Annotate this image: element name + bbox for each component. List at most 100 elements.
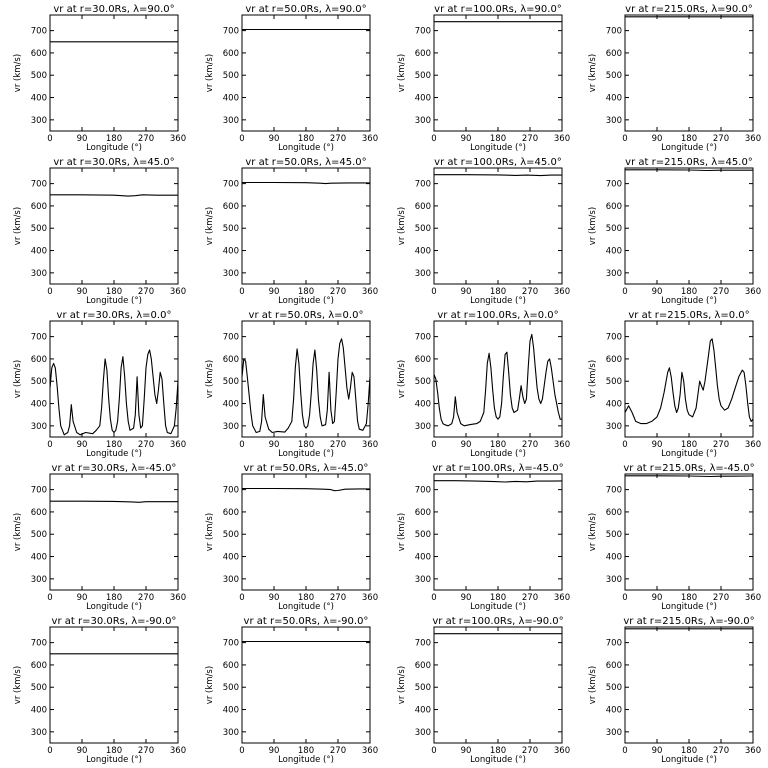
y-tick-label: 600 bbox=[606, 49, 622, 59]
y-tick-label: 300 bbox=[606, 116, 622, 126]
panel-5: vr at r=30.0Rs, λ=45.0° 0 90 180 270 360 300 40… bbox=[13, 157, 186, 306]
x-tick-label: 360 bbox=[554, 134, 570, 144]
plot-frame bbox=[49, 167, 179, 285]
y-tick-label: 500 bbox=[223, 224, 239, 234]
y-tick-label: 300 bbox=[606, 575, 622, 585]
y-tick-label: 400 bbox=[606, 247, 622, 257]
x-tick-label: 360 bbox=[170, 287, 186, 297]
y-tick-label: 400 bbox=[31, 400, 47, 410]
x-tick-label: 270 bbox=[138, 746, 154, 756]
series-line bbox=[434, 480, 563, 483]
y-tick-label: 300 bbox=[606, 422, 622, 432]
x-tick-label: 90 bbox=[461, 593, 472, 603]
panel-15: vr at r=100.0Rs, λ=-45.0° 0 90 180 270 360 300… bbox=[397, 463, 570, 612]
x-tick-label: 270 bbox=[330, 746, 346, 756]
panel-13: vr at r=30.0Rs, λ=-45.0° 0 90 180 270 360 300 4… bbox=[13, 463, 186, 612]
plot-frame bbox=[624, 473, 754, 591]
x-tick-label: 0 bbox=[47, 440, 52, 450]
y-tick-label: 600 bbox=[606, 355, 622, 365]
x-axis-label: Longitude (°) bbox=[278, 755, 334, 765]
x-tick-label: 270 bbox=[330, 134, 346, 144]
x-tick-label: 90 bbox=[461, 134, 472, 144]
y-axis-label: vr (km/s) bbox=[397, 666, 407, 704]
x-tick-label: 180 bbox=[681, 440, 697, 450]
series-line bbox=[433, 333, 562, 427]
x-tick-label: 90 bbox=[652, 746, 663, 756]
x-tick-label: 270 bbox=[138, 287, 154, 297]
series-line bbox=[625, 475, 754, 478]
panel-2: vr at r=50.0Rs, λ=90.0° 0 90 180 270 360 300 40… bbox=[205, 4, 378, 153]
x-tick-label: 180 bbox=[681, 746, 697, 756]
x-tick-label: 0 bbox=[239, 134, 244, 144]
y-tick-label: 500 bbox=[223, 530, 239, 540]
y-tick-label: 400 bbox=[415, 400, 431, 410]
y-tick-label: 600 bbox=[415, 49, 431, 59]
y-tick-label: 700 bbox=[606, 486, 622, 496]
x-tick-label: 0 bbox=[47, 593, 52, 603]
panel-8: vr at r=215.0Rs, λ=45.0° 0 90 180 270 360 300 4… bbox=[588, 157, 761, 306]
y-tick-label: 300 bbox=[31, 728, 47, 738]
panel-10: vr at r=50.0Rs, λ=0.0° 0 90 180 270 360 300 400… bbox=[205, 310, 378, 459]
y-tick-label: 300 bbox=[223, 422, 239, 432]
y-tick-label: 300 bbox=[606, 269, 622, 279]
x-tick-label: 360 bbox=[745, 134, 761, 144]
y-tick-label: 300 bbox=[415, 116, 431, 126]
y-tick-label: 400 bbox=[606, 94, 622, 104]
x-axis-label: Longitude (°) bbox=[278, 449, 334, 459]
x-tick-label: 180 bbox=[298, 440, 314, 450]
y-axis-label: vr (km/s) bbox=[588, 360, 598, 398]
y-tick-label: 400 bbox=[415, 247, 431, 257]
x-tick-label: 90 bbox=[269, 287, 280, 297]
y-tick-label: 700 bbox=[31, 333, 47, 343]
x-tick-label: 270 bbox=[138, 593, 154, 603]
y-tick-label: 400 bbox=[31, 247, 47, 257]
x-tick-label: 270 bbox=[138, 440, 154, 450]
x-tick-label: 0 bbox=[239, 746, 244, 756]
panel-title: vr at r=100.0Rs, λ=-90.0° bbox=[432, 616, 563, 627]
y-tick-label: 500 bbox=[223, 377, 239, 387]
series-line bbox=[242, 487, 370, 492]
x-tick-label: 270 bbox=[522, 134, 538, 144]
panel-title: vr at r=30.0Rs, λ=0.0° bbox=[57, 310, 172, 321]
panel-title: vr at r=30.0Rs, λ=90.0° bbox=[53, 4, 174, 15]
x-tick-label: 270 bbox=[330, 593, 346, 603]
x-tick-label: 180 bbox=[681, 287, 697, 297]
panel-title: vr at r=100.0Rs, λ=-45.0° bbox=[432, 463, 563, 474]
plot-frame bbox=[624, 626, 754, 744]
x-axis-label: Longitude (°) bbox=[278, 602, 334, 612]
y-axis-label: vr (km/s) bbox=[205, 360, 215, 398]
x-tick-label: 180 bbox=[106, 440, 122, 450]
panel-20: vr at r=215.0Rs, λ=-90.0° 0 90 180 270 360 300… bbox=[588, 616, 761, 765]
panel-14: vr at r=50.0Rs, λ=-45.0° 0 90 180 270 360 300 4… bbox=[205, 463, 378, 612]
plot-frame bbox=[49, 626, 179, 744]
y-tick-label: 400 bbox=[31, 94, 47, 104]
x-tick-label: 180 bbox=[490, 593, 506, 603]
y-tick-label: 500 bbox=[606, 530, 622, 540]
y-tick-label: 600 bbox=[31, 202, 47, 212]
y-tick-label: 700 bbox=[31, 486, 47, 496]
x-tick-label: 360 bbox=[362, 134, 378, 144]
panel-title: vr at r=50.0Rs, λ=-90.0° bbox=[244, 616, 369, 627]
x-tick-label: 360 bbox=[362, 593, 378, 603]
x-tick-label: 360 bbox=[554, 593, 570, 603]
y-tick-label: 500 bbox=[223, 71, 239, 81]
panel-3: vr at r=100.0Rs, λ=90.0° 0 90 180 270 360 300 4… bbox=[397, 4, 570, 153]
x-tick-label: 270 bbox=[330, 287, 346, 297]
panel-16: vr at r=215.0Rs, λ=-45.0° 0 90 180 270 360 300… bbox=[588, 463, 761, 612]
y-axis-label: vr (km/s) bbox=[588, 666, 598, 704]
y-tick-label: 700 bbox=[223, 180, 239, 190]
y-axis-label: vr (km/s) bbox=[397, 54, 407, 92]
y-tick-label: 500 bbox=[606, 71, 622, 81]
y-axis-label: vr (km/s) bbox=[13, 513, 23, 551]
panel-18: vr at r=50.0Rs, λ=-90.0° 0 90 180 270 360 300 4… bbox=[205, 616, 378, 765]
plot-frame bbox=[49, 14, 179, 132]
series-line bbox=[241, 338, 371, 434]
y-tick-label: 700 bbox=[31, 639, 47, 649]
x-tick-label: 270 bbox=[522, 593, 538, 603]
panel-title: vr at r=215.0Rs, λ=-45.0° bbox=[623, 463, 754, 474]
panel-title: vr at r=100.0Rs, λ=45.0° bbox=[434, 157, 562, 168]
x-tick-label: 0 bbox=[431, 134, 436, 144]
x-tick-label: 0 bbox=[622, 134, 627, 144]
series-line bbox=[624, 338, 754, 425]
panel-title: vr at r=30.0Rs, λ=-90.0° bbox=[52, 616, 177, 627]
